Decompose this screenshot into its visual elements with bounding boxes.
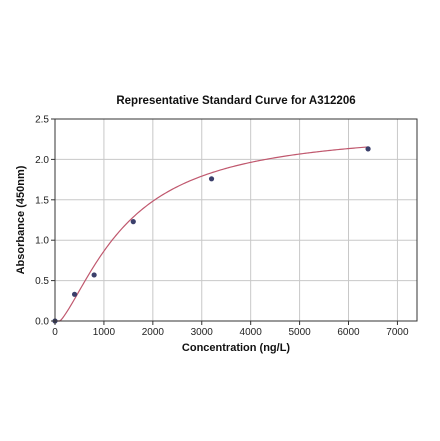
- x-tick-label: 3000: [191, 327, 214, 338]
- x-tick-label: 0: [52, 327, 58, 338]
- chart-title: Representative Standard Curve for A31220…: [116, 95, 355, 107]
- data-point: [208, 176, 215, 182]
- x-tick-label: 1000: [93, 327, 116, 338]
- x-tick-label: 5000: [288, 327, 311, 338]
- y-tick-label: 0.5: [35, 276, 49, 287]
- y-tick-label: 2.0: [35, 155, 49, 166]
- y-tick-label: 2.5: [35, 115, 49, 126]
- y-tick-label: 0.0: [35, 317, 49, 328]
- data-point: [365, 146, 371, 152]
- plot-frame: [54, 118, 418, 322]
- y-axis-label: Absorbance (450nm): [15, 165, 27, 274]
- fit-curve-layer: [55, 146, 369, 322]
- y-axis-ticks: 0.0 0.5 1.0 1.5 2.0 2.5: [35, 115, 55, 328]
- data-point: [71, 291, 78, 297]
- x-axis-ticks: 0 1000 2000 3000 4000 5000 6000 7000: [52, 321, 409, 338]
- x-tick-label: 2000: [142, 327, 165, 338]
- y-tick-label: 1.0: [35, 236, 49, 247]
- data-points: [52, 146, 371, 324]
- x-tick-label: 6000: [337, 327, 360, 338]
- data-point: [91, 272, 97, 278]
- x-axis-label: Concentration (ng/L): [182, 342, 290, 354]
- y-tick-label: 1.5: [35, 195, 49, 206]
- data-point: [130, 219, 136, 225]
- fit-curve-line: [55, 146, 369, 322]
- x-tick-label: 4000: [240, 327, 263, 338]
- grid: [54, 118, 417, 322]
- x-tick-label: 7000: [386, 327, 409, 338]
